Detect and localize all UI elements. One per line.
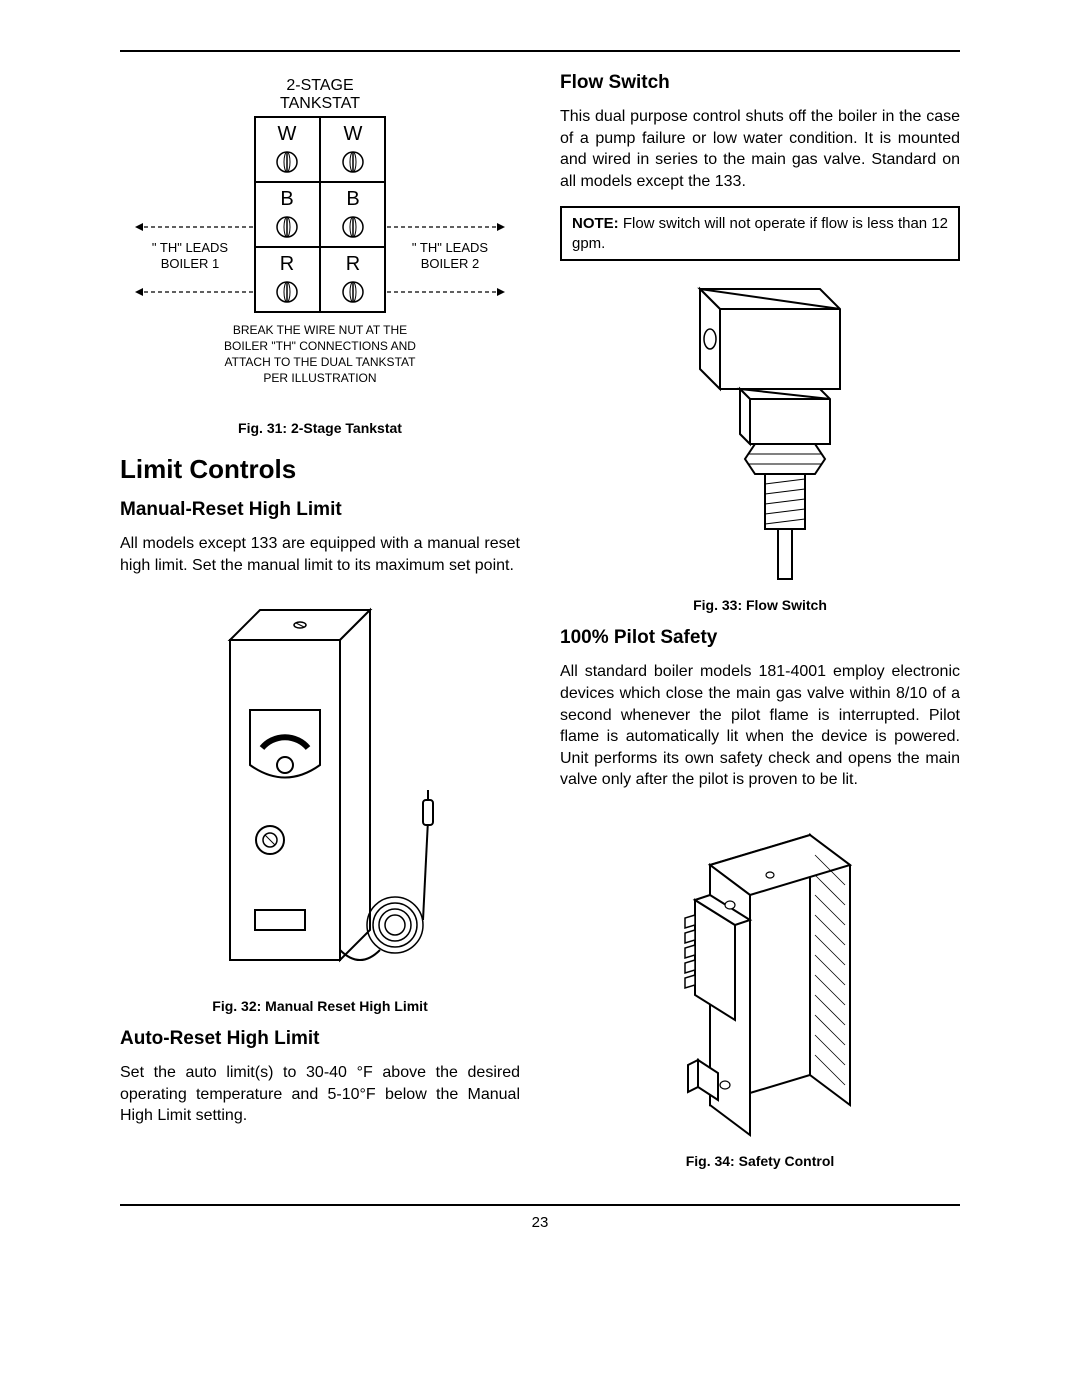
pilot-safety-body: All standard boiler models 181-4001 empl…: [560, 661, 960, 791]
note-text: Flow switch will not operate if flow is …: [572, 215, 948, 252]
bottom-rule: 23: [120, 1204, 960, 1231]
left-lead-1: " TH" LEADS: [152, 240, 229, 255]
flow-switch-note: NOTE: Flow switch will not operate if fl…: [560, 206, 960, 261]
flow-switch-diagram: [630, 279, 890, 589]
pilot-safety-heading: 100% Pilot Safety: [560, 627, 960, 649]
fig-31-block: 2-STAGE TANKSTAT W W B: [120, 72, 520, 436]
left-column: 2-STAGE TANKSTAT W W B: [120, 72, 520, 1179]
tankstat-w-right: W: [344, 123, 363, 145]
fig-31-caption: Fig. 31: 2-Stage Tankstat: [120, 420, 520, 436]
tankstat-diagram: 2-STAGE TANKSTAT W W B: [125, 72, 515, 412]
right-column: Flow Switch This dual purpose control sh…: [560, 72, 960, 1179]
tankstat-r-right: R: [346, 253, 360, 275]
manual-reset-heading: Manual-Reset High Limit: [120, 499, 520, 521]
tankstat-title-1: 2-STAGE: [286, 77, 353, 94]
left-lead-2: BOILER 1: [161, 256, 220, 271]
tankstat-b-right: B: [346, 188, 359, 210]
two-column-layout: 2-STAGE TANKSTAT W W B: [120, 72, 960, 1179]
manual-reset-body: All models except 133 are equipped with …: [120, 533, 520, 576]
fig-34-caption: Fig. 34: Safety Control: [560, 1153, 960, 1169]
note-label: NOTE:: [572, 215, 619, 232]
tankstat-note-2: BOILER "TH" CONNECTIONS AND: [224, 339, 416, 353]
tankstat-w-left: W: [278, 123, 297, 145]
safety-control-diagram: [620, 805, 900, 1145]
tankstat-b-left: B: [280, 188, 293, 210]
tankstat-note-4: PER ILLUSTRATION: [263, 371, 376, 385]
manual-reset-diagram: [170, 590, 470, 990]
right-lead-1: " TH" LEADS: [412, 240, 489, 255]
tankstat-title-2: TANKSTAT: [280, 95, 360, 112]
right-lead-2: BOILER 2: [421, 256, 480, 271]
page-number: 23: [532, 1214, 549, 1231]
auto-reset-heading: Auto-Reset High Limit: [120, 1028, 520, 1050]
fig-34-block: Fig. 34: Safety Control: [560, 805, 960, 1169]
fig-32-caption: Fig. 32: Manual Reset High Limit: [120, 998, 520, 1014]
tankstat-note-3: ATTACH TO THE DUAL TANKSTAT: [225, 355, 417, 369]
flow-switch-body: This dual purpose control shuts off the …: [560, 106, 960, 192]
fig-33-caption: Fig. 33: Flow Switch: [560, 597, 960, 613]
tankstat-r-left: R: [280, 253, 294, 275]
top-rule: [120, 50, 960, 52]
flow-switch-heading: Flow Switch: [560, 72, 960, 94]
fig-33-block: Fig. 33: Flow Switch: [560, 279, 960, 613]
fig-32-block: Fig. 32: Manual Reset High Limit: [120, 590, 520, 1014]
auto-reset-body: Set the auto limit(s) to 30-40 °F above …: [120, 1062, 520, 1127]
tankstat-note-1: BREAK THE WIRE NUT AT THE: [233, 323, 407, 337]
limit-controls-heading: Limit Controls: [120, 454, 520, 485]
